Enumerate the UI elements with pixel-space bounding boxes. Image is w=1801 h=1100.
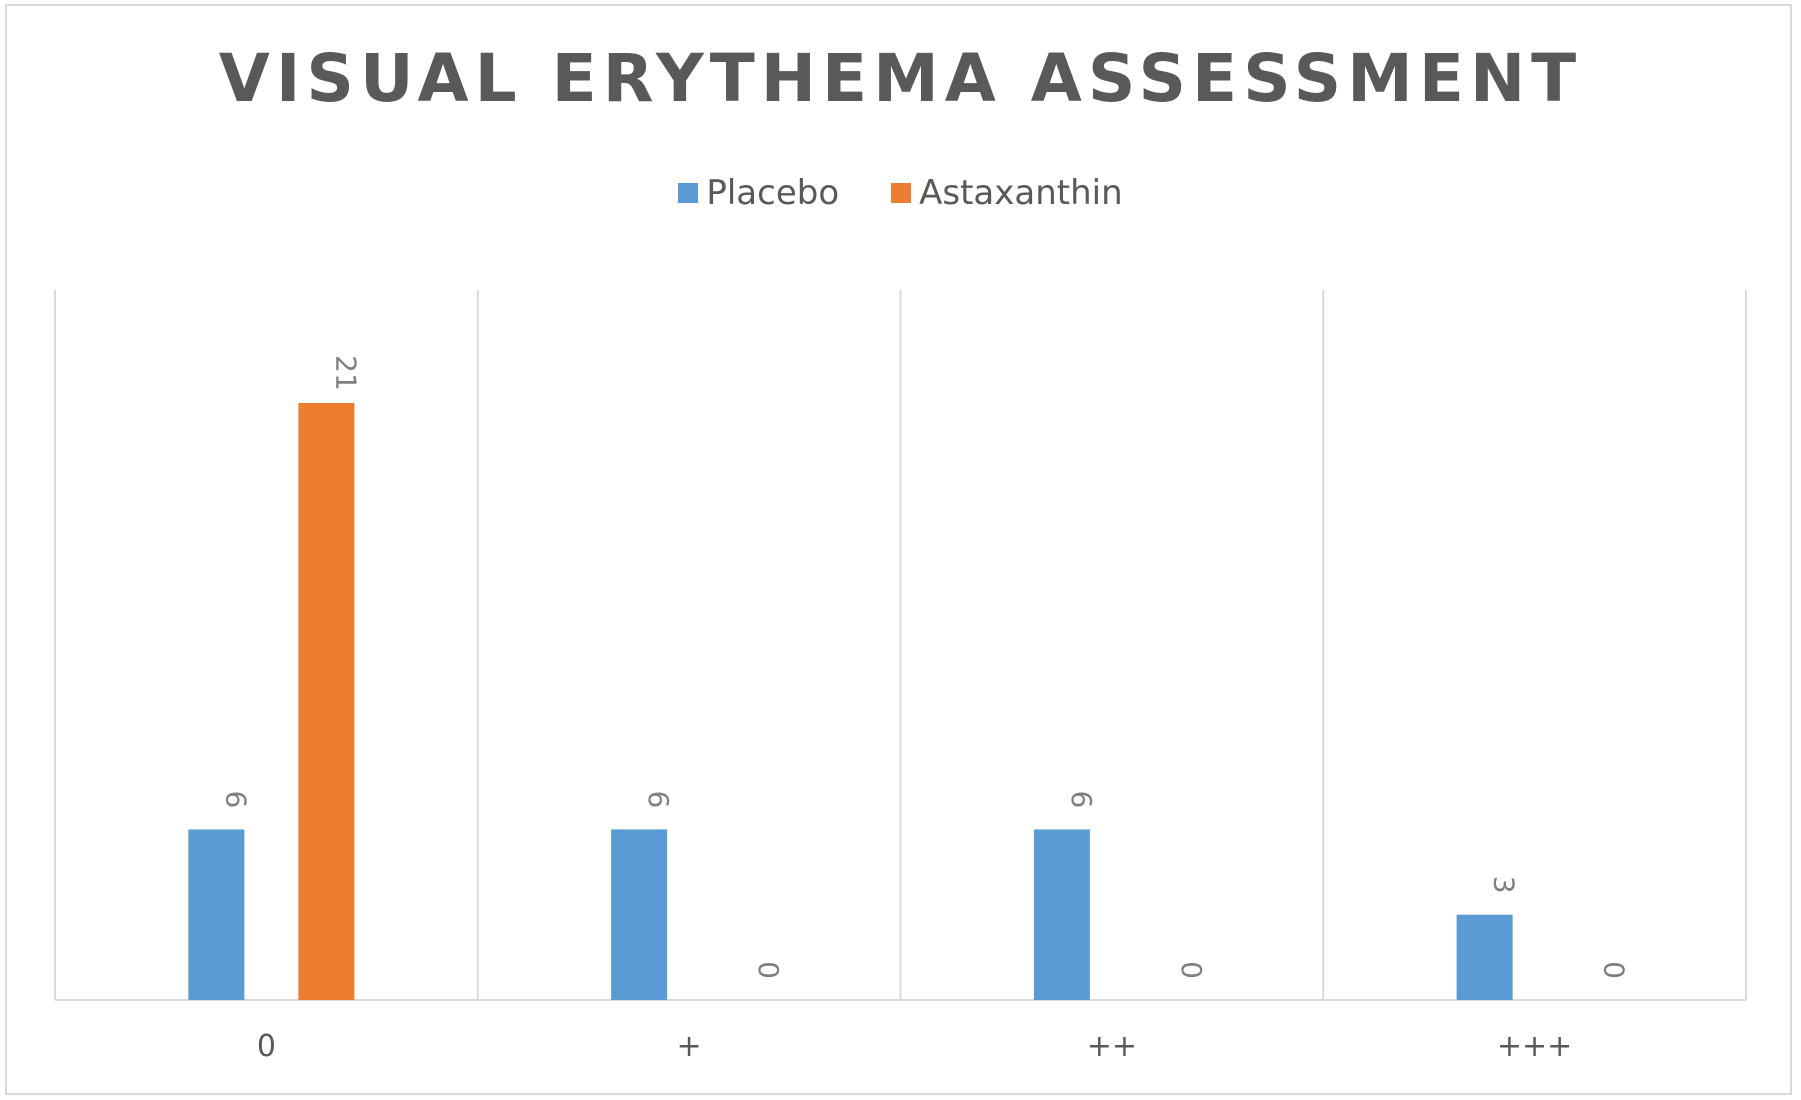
data-label-astaxanthin-3: 0	[1598, 961, 1631, 979]
x-tick-label-3: +++	[1497, 1029, 1572, 1064]
data-label-placebo-3: 3	[1488, 876, 1521, 894]
legend-item-astaxanthin: Astaxanthin	[891, 173, 1123, 213]
legend-label-astaxanthin: Astaxanthin	[919, 173, 1123, 213]
legend-swatch-placebo	[678, 183, 699, 203]
bar-placebo-2	[1033, 829, 1090, 1000]
data-label-astaxanthin-0: 21	[329, 355, 362, 391]
bar-astaxanthin-0	[298, 403, 355, 1000]
x-tick-label-0: 0	[257, 1029, 276, 1064]
legend-label-placebo: Placebo	[706, 173, 840, 213]
bar-placebo-1	[611, 829, 668, 1000]
bar-placebo-3	[1456, 914, 1513, 1000]
data-label-astaxanthin-2: 0	[1175, 961, 1208, 979]
data-label-placebo-1: 6	[642, 791, 675, 809]
chart-title: VISUAL ERYTHEMA ASSESSMENT	[218, 40, 1583, 117]
legend-item-placebo: Placebo	[678, 173, 839, 213]
bar-placebo-0	[188, 829, 245, 1000]
data-label-placebo-2: 6	[1065, 791, 1098, 809]
legend-swatch-astaxanthin	[891, 183, 912, 203]
data-label-placebo-0: 6	[219, 791, 252, 809]
x-tick-label-2: ++	[1087, 1029, 1137, 1064]
x-tick-label-1: +	[677, 1029, 702, 1064]
legend: Placebo Astaxanthin	[0, 173, 1801, 213]
data-label-astaxanthin-1: 0	[752, 961, 785, 979]
